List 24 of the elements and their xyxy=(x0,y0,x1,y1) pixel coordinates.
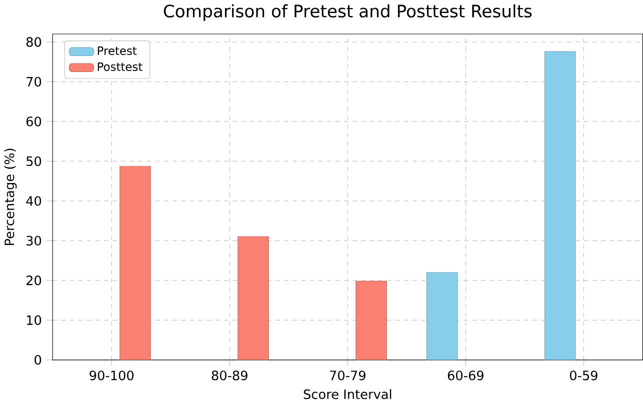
y-tick-label: 60 xyxy=(26,116,42,126)
bar xyxy=(238,236,269,360)
x-tick-label: 80-89 xyxy=(212,370,248,380)
y-tick-label: 10 xyxy=(26,315,42,325)
y-tick-label: 70 xyxy=(26,76,42,86)
bar xyxy=(356,280,387,360)
legend-label: Pretest xyxy=(98,46,137,55)
y-tick-label: 40 xyxy=(26,196,42,206)
y-axis-title: Percentage (%) xyxy=(4,148,17,245)
x-tick-label: 90-100 xyxy=(90,370,134,380)
x-axis-title: Score Interval xyxy=(304,388,392,399)
y-tick-label: 20 xyxy=(26,275,42,286)
y-tick-label: 30 xyxy=(26,236,42,246)
bar xyxy=(544,51,576,360)
bar xyxy=(120,166,151,360)
chart-title: Comparison of Pretest and Posttest Results xyxy=(164,4,532,21)
x-tick-label: 60-69 xyxy=(448,370,484,380)
y-tick-label: 80 xyxy=(26,36,42,47)
legend-label: Posttest xyxy=(98,62,142,71)
y-tick-label: 0 xyxy=(34,354,42,365)
x-tick-label: 0-59 xyxy=(570,370,598,380)
y-tick-label: 50 xyxy=(26,156,42,166)
x-tick-label: 70-79 xyxy=(330,370,366,380)
bar xyxy=(426,272,458,360)
